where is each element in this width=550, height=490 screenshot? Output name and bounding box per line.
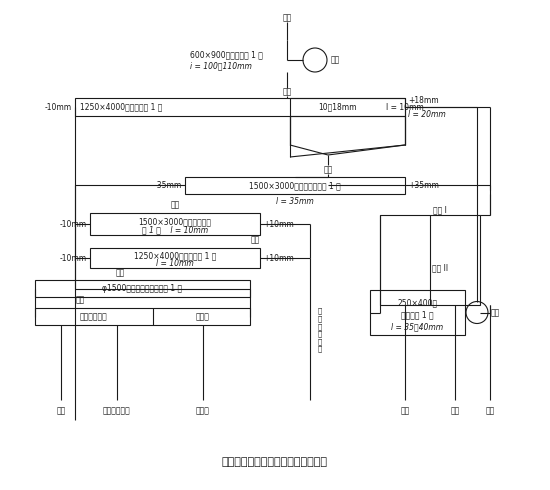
Text: 筛 1 台    l = 10mm: 筛 1 台 l = 10mm xyxy=(142,225,208,234)
Text: 1250×4000万能振动筛 1 台: 1250×4000万能振动筛 1 台 xyxy=(134,251,216,260)
Text: 脱泥: 脱泥 xyxy=(116,269,125,277)
Text: -10mm: -10mm xyxy=(60,253,87,263)
Text: +35mm: +35mm xyxy=(408,181,439,190)
Text: 回水: 回水 xyxy=(56,406,65,415)
Text: 10～18mm: 10～18mm xyxy=(318,102,357,112)
Bar xyxy=(90,213,260,235)
Bar xyxy=(35,308,250,325)
Text: φ1500高堰式单螺旋分级机 1 台: φ1500高堰式单螺旋分级机 1 台 xyxy=(102,284,183,293)
Text: 1250×4000万能振动筛 1 台: 1250×4000万能振动筛 1 台 xyxy=(80,102,162,112)
Text: 手选 I: 手选 I xyxy=(433,205,447,215)
Text: 花砂: 花砂 xyxy=(450,406,460,415)
Text: 锡矿山锑矿选厂破碎、手选工艺流程: 锡矿山锑矿选厂破碎、手选工艺流程 xyxy=(222,457,328,467)
Text: 中碎: 中碎 xyxy=(491,308,501,317)
Text: 600×900颚式破碎机 1 台: 600×900颚式破碎机 1 台 xyxy=(190,50,263,59)
Text: l = 35mm: l = 35mm xyxy=(276,196,314,205)
Text: l = 20mm: l = 20mm xyxy=(408,109,446,119)
Bar xyxy=(75,98,405,116)
Text: l = 35～40mm: l = 35～40mm xyxy=(392,322,443,331)
Text: -10mm: -10mm xyxy=(45,102,72,112)
Text: 送
重
介
质
分
选: 送 重 介 质 分 选 xyxy=(318,308,322,352)
Text: 送球磨: 送球磨 xyxy=(196,406,210,415)
Text: +10mm: +10mm xyxy=(263,220,294,228)
Text: 式破碎机 1 台: 式破碎机 1 台 xyxy=(401,310,434,319)
Text: -10mm: -10mm xyxy=(60,220,87,228)
Bar xyxy=(290,98,405,116)
Text: l = 10mm: l = 10mm xyxy=(156,259,194,268)
Text: -35mm: -35mm xyxy=(155,181,182,190)
Text: 粗碎: 粗碎 xyxy=(331,55,340,65)
Text: 送球磨: 送球磨 xyxy=(196,312,210,321)
Bar xyxy=(370,290,465,335)
Bar xyxy=(90,248,260,268)
Text: 1500×3000自定中心振动筛 1 台: 1500×3000自定中心振动筛 1 台 xyxy=(249,181,341,190)
Text: 溢堆: 溢堆 xyxy=(75,295,85,304)
Bar xyxy=(35,280,250,297)
Text: 筛分: 筛分 xyxy=(170,200,180,210)
Text: 青砂: 青砂 xyxy=(400,406,410,415)
Text: 筛分: 筛分 xyxy=(323,166,333,174)
Text: 洗矿: 洗矿 xyxy=(250,236,260,245)
Text: 手选 II: 手选 II xyxy=(432,264,448,272)
Text: 选球磨分级机: 选球磨分级机 xyxy=(103,406,130,415)
Text: 1500×3000自定中心振动: 1500×3000自定中心振动 xyxy=(139,217,212,226)
Text: +10mm: +10mm xyxy=(263,253,294,263)
Bar xyxy=(380,215,480,305)
Text: +18mm: +18mm xyxy=(408,96,439,104)
Text: 废石: 废石 xyxy=(485,406,494,415)
Text: l = 10mm: l = 10mm xyxy=(386,102,424,112)
Text: 250×400颚: 250×400颚 xyxy=(398,298,438,307)
Text: 选球磨分级机: 选球磨分级机 xyxy=(79,312,107,321)
Text: i = 100～110mm: i = 100～110mm xyxy=(190,62,252,71)
Bar xyxy=(185,177,405,194)
Text: 原矿: 原矿 xyxy=(282,14,292,23)
Text: 筛分: 筛分 xyxy=(282,88,292,97)
